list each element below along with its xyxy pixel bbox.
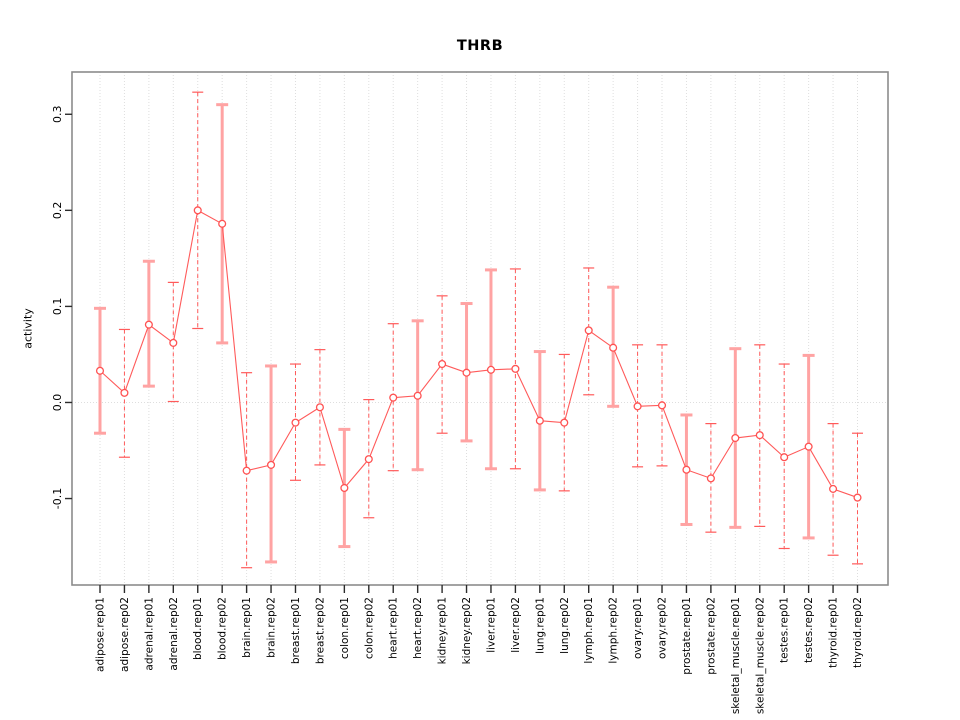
data-point xyxy=(266,460,276,469)
data-point xyxy=(829,484,838,493)
x-tick-label: brain.rep01 xyxy=(241,597,253,658)
data-point xyxy=(291,418,300,427)
x-tick-label: adipose.rep02 xyxy=(119,597,131,672)
data-point xyxy=(218,219,227,228)
x-tick-label: adrenal.rep02 xyxy=(168,597,180,671)
data-point xyxy=(609,343,618,352)
data-point xyxy=(755,431,764,440)
data-point xyxy=(633,402,642,411)
x-tick-label: kidney.rep02 xyxy=(461,597,473,664)
x-tick-label: adrenal.rep01 xyxy=(143,597,155,671)
x-tick-label: skeletal_muscle.rep02 xyxy=(754,597,766,714)
y-tick-label: 0.1 xyxy=(51,298,64,316)
x-tick-label: colon.rep02 xyxy=(363,597,375,659)
y-tick-label: 0.2 xyxy=(51,202,64,220)
x-tick-label: colon.rep01 xyxy=(339,597,351,659)
data-point xyxy=(731,433,740,443)
x-tick-label: liver.rep02 xyxy=(510,597,522,653)
x-tick-label: testes.rep01 xyxy=(779,597,791,663)
x-tick-label: testes.rep02 xyxy=(803,597,815,663)
x-tick-label: ovary.rep01 xyxy=(632,597,644,659)
x-tick-label: lymph.rep01 xyxy=(583,597,595,664)
x-tick-label: brain.rep02 xyxy=(266,597,278,658)
y-tick-label: 0.3 xyxy=(51,106,64,124)
data-point xyxy=(682,465,691,474)
data-point xyxy=(511,364,520,373)
data-point xyxy=(438,359,447,369)
data-point xyxy=(315,403,324,412)
y-tick-label: 0.0 xyxy=(51,394,64,412)
data-point xyxy=(364,455,373,464)
x-tick-label: liver.rep01 xyxy=(485,597,497,653)
data-point xyxy=(413,391,422,400)
plot-frame xyxy=(71,71,889,586)
x-tick-label: breast.rep01 xyxy=(290,597,302,664)
x-tick-label: ovary.rep02 xyxy=(657,597,669,659)
data-point xyxy=(706,474,715,483)
x-tick-label: skeletal_muscle.rep01 xyxy=(730,597,742,714)
x-tick-label: breast.rep02 xyxy=(314,597,326,664)
x-tick-label: prostate.rep02 xyxy=(705,597,717,675)
y-tick-label: -0.1 xyxy=(51,488,64,509)
x-tick-label: heart.rep01 xyxy=(388,597,400,659)
series-line xyxy=(99,209,858,499)
data-point xyxy=(853,493,862,502)
data-point xyxy=(535,416,544,425)
x-tick-label: thyroid.rep01 xyxy=(828,597,840,668)
data-point xyxy=(389,393,398,402)
data-point xyxy=(340,483,349,493)
x-tick-label: lung.rep01 xyxy=(534,597,546,654)
x-tick-label: thyroid.rep02 xyxy=(852,597,864,668)
data-point xyxy=(169,338,178,347)
data-point xyxy=(584,326,593,335)
data-point xyxy=(120,388,129,397)
x-tick-label: blood.rep02 xyxy=(217,597,229,660)
data-point xyxy=(144,320,153,329)
data-point xyxy=(462,368,471,377)
data-point xyxy=(657,401,667,410)
chart-title: THRB xyxy=(456,38,504,54)
data-point xyxy=(780,453,789,462)
x-tick-label: prostate.rep01 xyxy=(681,597,693,675)
x-tick-label: adipose.rep01 xyxy=(95,597,107,672)
data-point xyxy=(560,418,569,427)
x-tick-label: kidney.rep01 xyxy=(437,597,449,664)
data-point xyxy=(95,366,105,375)
x-tick-label: lymph.rep02 xyxy=(608,597,620,664)
data-point xyxy=(486,365,496,374)
x-tick-label: heart.rep02 xyxy=(412,597,424,659)
data-point xyxy=(242,466,251,475)
x-tick-label: lung.rep02 xyxy=(559,597,571,654)
x-tick-label: blood.rep01 xyxy=(192,597,204,660)
data-point xyxy=(193,206,202,215)
data-point xyxy=(804,442,813,451)
